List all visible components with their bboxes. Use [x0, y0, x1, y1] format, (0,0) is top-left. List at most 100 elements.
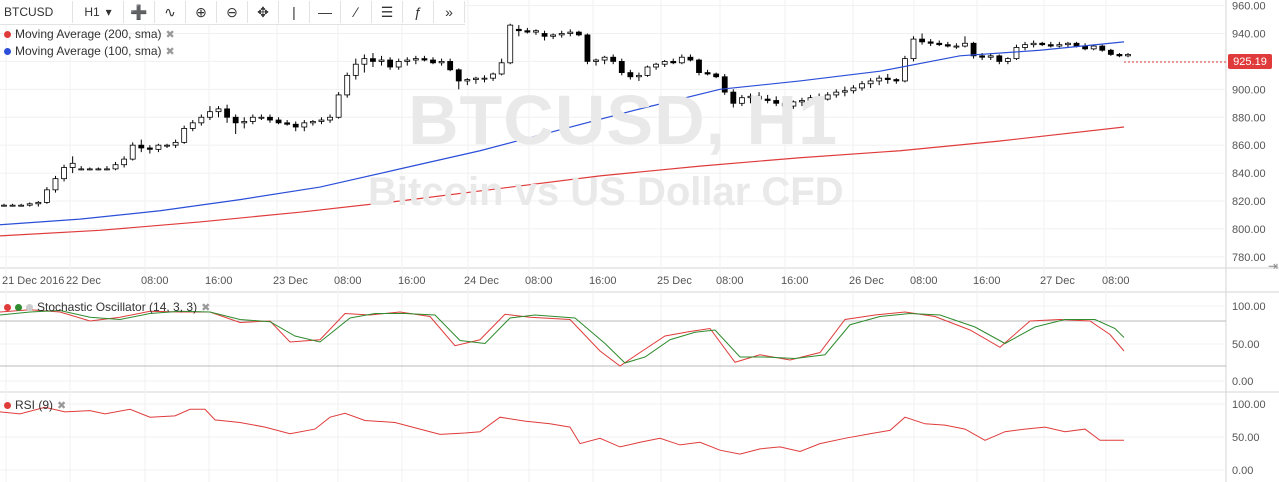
interval-selector[interactable]: H1 ▾	[73, 1, 124, 23]
candle-body	[884, 77, 891, 80]
candle-body	[232, 116, 239, 124]
legend-ma100[interactable]: Moving Average (100, sma) ✖	[4, 44, 175, 58]
candle-body	[533, 30, 539, 33]
symbol-selector[interactable]: BTCUSD	[0, 1, 73, 23]
time-tick-label: 24 Dec	[464, 275, 499, 287]
time-tick-label: 08:00	[1102, 275, 1130, 287]
function-icon[interactable]: ƒ	[403, 1, 434, 23]
candle-body	[430, 59, 436, 64]
candle-body	[61, 167, 67, 180]
price-tick-label: 860.00	[1232, 140, 1266, 152]
candle-body	[756, 95, 762, 100]
candle-body	[575, 31, 582, 36]
candle-body	[52, 178, 59, 191]
candle-body	[404, 59, 411, 62]
close-icon[interactable]: ✖	[57, 399, 67, 412]
candle-body	[919, 38, 925, 43]
candle-body	[636, 74, 642, 78]
candle-body	[464, 79, 471, 82]
candle-body	[438, 61, 445, 64]
zoom-out-icon[interactable]: ⊖	[217, 1, 248, 23]
vertical-line-icon[interactable]: |	[279, 1, 310, 23]
legend-stochastic[interactable]: Stochastic Oscillator (14, 3, 3) ✖	[4, 300, 210, 314]
candle-body	[1107, 49, 1114, 55]
candle-body	[696, 59, 702, 73]
candle-body	[653, 63, 659, 68]
candle-body	[893, 79, 900, 82]
candle-body	[344, 74, 351, 96]
candle-body	[112, 164, 119, 170]
close-icon[interactable]: ✖	[165, 28, 175, 41]
stoch-line	[0, 309, 1125, 367]
legend-ma200[interactable]: Moving Average (200, sma) ✖	[4, 27, 175, 41]
candle-body	[524, 30, 531, 33]
candle-body	[824, 94, 831, 100]
compare-icon[interactable]: ∿	[155, 1, 186, 23]
candle-body	[318, 119, 325, 122]
candle-body	[241, 121, 248, 124]
price-tick-label: 840.00	[1232, 168, 1266, 180]
osc-tick-label: 100.00	[1232, 399, 1266, 411]
candle-body	[841, 90, 848, 93]
candle-body	[704, 72, 711, 75]
price-tick-label: 780.00	[1232, 252, 1266, 264]
horizontal-line-icon[interactable]: —	[310, 1, 341, 23]
candle-body	[1125, 54, 1131, 57]
close-icon[interactable]: ✖	[165, 45, 175, 58]
last-price-badge: 925.19	[1228, 54, 1272, 69]
time-tick-label: 27 Dec	[1040, 275, 1075, 287]
forward-icon[interactable]: »	[434, 1, 465, 23]
candle-body	[610, 56, 617, 62]
candle-body	[284, 122, 291, 125]
candle-body	[412, 58, 419, 61]
indicator-add-icon[interactable]: ➕	[124, 1, 155, 23]
candle-body	[996, 55, 1003, 62]
candle-body	[962, 42, 968, 47]
candle-body	[473, 77, 479, 80]
candle-body	[370, 58, 376, 62]
candle-body	[9, 204, 16, 207]
time-tick-label: 16:00	[398, 275, 426, 287]
candle-body	[987, 55, 994, 58]
ma200-color-dot	[4, 30, 11, 38]
candle-body	[927, 41, 934, 44]
watermark-symbol: BTCUSD, H1	[408, 81, 839, 159]
time-tick-label: 08:00	[716, 275, 744, 287]
candle-body	[481, 77, 488, 80]
candle-body	[713, 73, 720, 78]
legend-rsi[interactable]: RSI (9) ✖	[4, 398, 66, 412]
candle-body	[327, 116, 333, 121]
candle-body	[198, 116, 205, 124]
candle-body	[352, 63, 359, 76]
candle-body	[584, 34, 591, 62]
candle-body	[781, 102, 788, 107]
candle-body	[129, 144, 136, 160]
chart-toolbar: BTCUSD H1 ▾ ➕ ∿ ⊕ ⊖ ✥ | — ∕ ☰ ƒ »	[0, 0, 465, 25]
candle-body	[644, 66, 651, 76]
crosshair-icon[interactable]: ✥	[248, 1, 279, 23]
osc-tick-label: 100.00	[1232, 301, 1266, 313]
candle-body	[936, 42, 943, 46]
candle-body	[859, 83, 865, 89]
rsi-color-dot	[4, 401, 11, 409]
candle-body	[1013, 47, 1020, 60]
candle-body	[44, 189, 50, 203]
stoch-line	[0, 309, 1125, 364]
candle-body	[807, 97, 814, 101]
close-icon[interactable]: ✖	[201, 301, 211, 314]
candle-body	[387, 59, 394, 68]
trend-line-icon[interactable]: ∕	[341, 1, 372, 23]
fib-icon[interactable]: ☰	[372, 1, 403, 23]
candle-body	[593, 59, 599, 62]
candle-body	[309, 121, 316, 124]
time-tick-label: 21 Dec 2016	[2, 275, 64, 287]
stoch-k-color-dot	[4, 303, 11, 311]
candle-body	[1, 204, 7, 207]
time-tick-label: 16:00	[781, 275, 809, 287]
candle-body	[850, 87, 857, 92]
zoom-in-icon[interactable]: ⊕	[186, 1, 217, 23]
candle-body	[498, 62, 505, 75]
time-tick-label: 25 Dec	[657, 275, 692, 287]
candle-body	[267, 116, 273, 121]
